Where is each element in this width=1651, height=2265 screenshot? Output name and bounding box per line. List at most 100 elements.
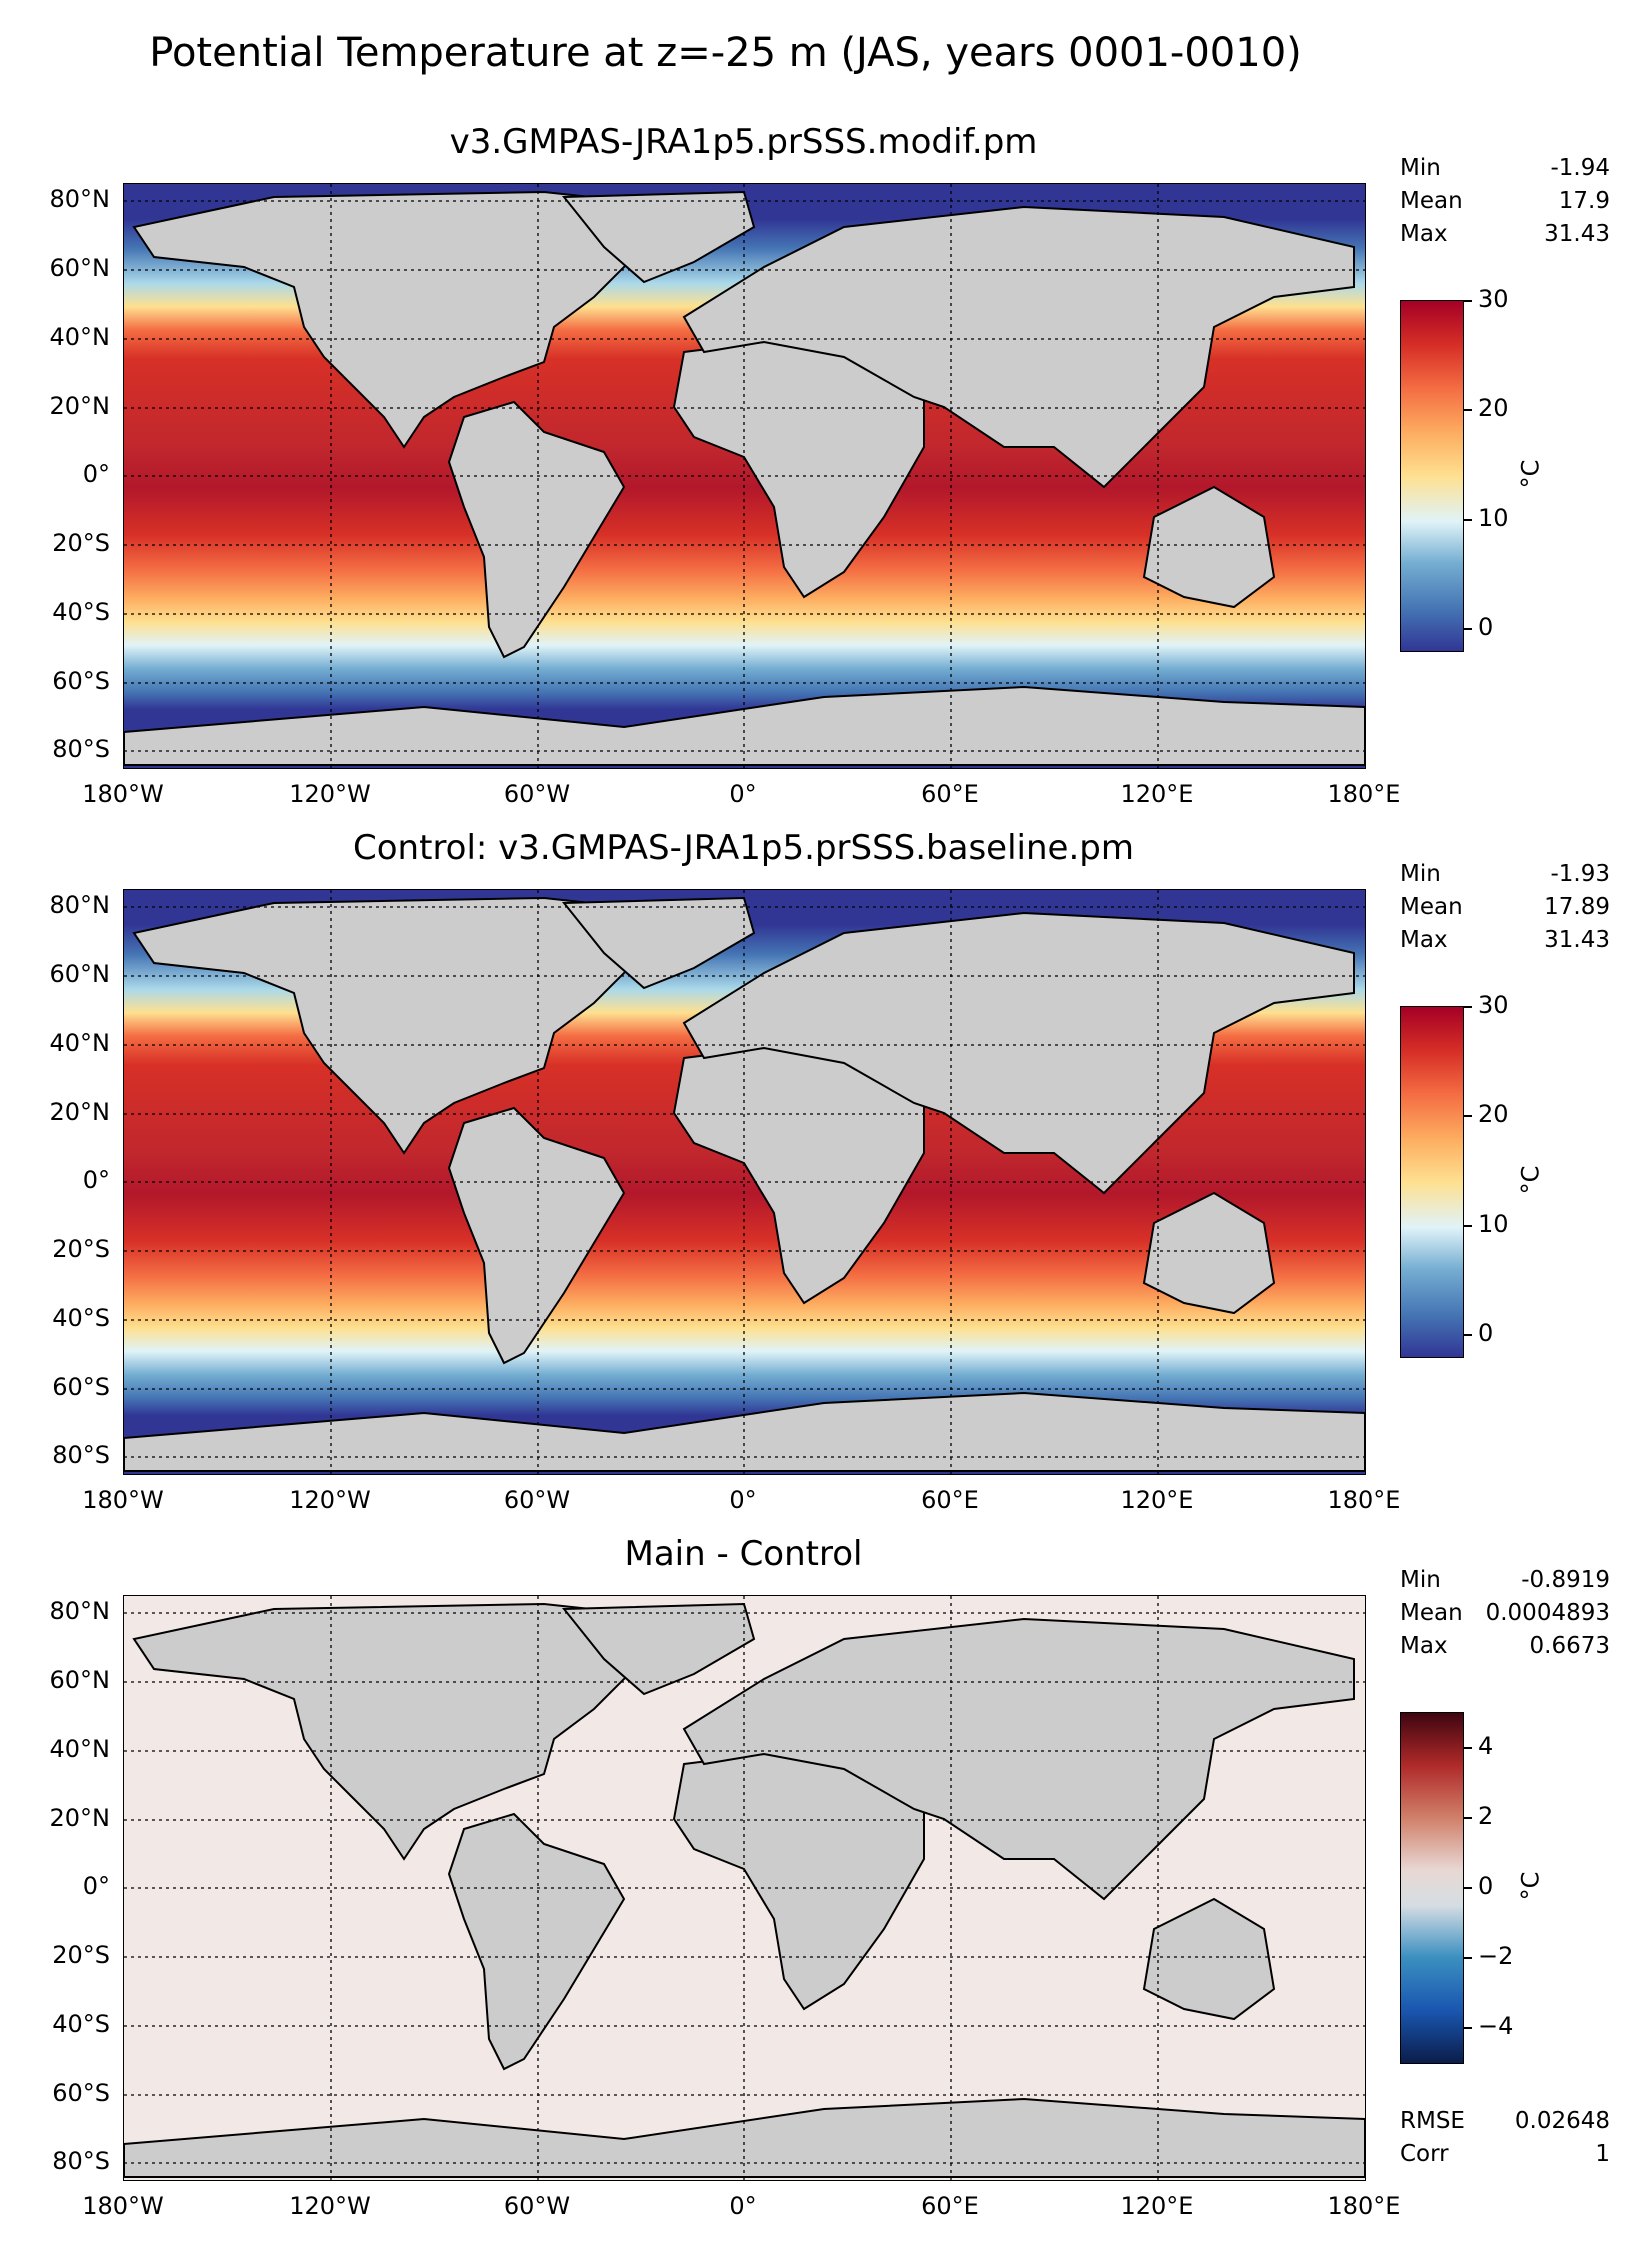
colorbar-tickmark	[1464, 409, 1472, 411]
stat-min-value: -1.93	[1550, 861, 1610, 887]
corr-label: Corr	[1400, 2141, 1449, 2167]
lon-label: 60°W	[503, 780, 571, 808]
lon-label: 60°E	[921, 1486, 979, 1514]
rmse-value: 0.02648	[1514, 2108, 1610, 2134]
lat-label: 20°S	[52, 529, 110, 557]
colorbar-tick: 4	[1478, 1732, 1494, 1760]
colorbar-tick: −2	[1478, 1942, 1514, 1970]
colorbar-unit: °C	[1516, 459, 1545, 489]
lat-label: 80°S	[52, 1441, 110, 1469]
panel-3-map	[123, 1595, 1366, 2181]
colorbar-tickmark	[1464, 519, 1472, 521]
colorbar-tick: 2	[1478, 1802, 1494, 1830]
lon-label: 120°E	[1120, 780, 1194, 808]
colorbar-tick: 30	[1478, 991, 1509, 1019]
lon-label: 180°E	[1327, 2192, 1401, 2220]
colorbar-tickmark	[1464, 2027, 1472, 2029]
colorbar-tick: −4	[1478, 2012, 1514, 2040]
lat-label: 40°N	[49, 323, 111, 351]
lon-label: 0°	[729, 1486, 757, 1514]
lat-label: 80°N	[49, 1597, 111, 1625]
colorbar-tickmark	[1464, 1957, 1472, 1959]
colorbar-2	[1400, 1006, 1464, 1358]
lat-label: 60°S	[52, 2079, 110, 2107]
stat-min-label: Min	[1400, 155, 1441, 181]
colorbar-tickmark	[1464, 1006, 1472, 1008]
lat-label: 40°S	[52, 598, 110, 626]
stat-mean-value: 17.89	[1544, 894, 1610, 920]
stat-min-label: Min	[1400, 861, 1441, 887]
stat-mean-label: Mean	[1400, 188, 1463, 214]
lat-label: 80°N	[49, 185, 111, 213]
lat-label: 0°	[82, 1872, 110, 1900]
stat-min-value: -0.8919	[1521, 1567, 1610, 1593]
stat-mean-label: Mean	[1400, 894, 1463, 920]
colorbar-unit: °C	[1516, 1165, 1545, 1195]
stat-mean-value: 17.9	[1558, 188, 1610, 214]
lon-label: 120°W	[289, 1486, 371, 1514]
colorbar-tick: 0	[1478, 1872, 1494, 1900]
lat-label: 0°	[82, 1166, 110, 1194]
colorbar-3	[1400, 1712, 1464, 2064]
lon-label: 60°W	[503, 1486, 571, 1514]
lon-label: 0°	[729, 2192, 757, 2220]
lat-label: 80°S	[52, 2147, 110, 2175]
lat-label: 20°N	[49, 1804, 111, 1832]
lat-label: 60°S	[52, 667, 110, 695]
lat-label: 60°S	[52, 1373, 110, 1401]
colorbar-tickmark	[1464, 1115, 1472, 1117]
lon-label: 180°E	[1327, 1486, 1401, 1514]
colorbar-tickmark	[1464, 628, 1472, 630]
colorbar-1	[1400, 300, 1464, 652]
stat-max-label: Max	[1400, 221, 1448, 247]
lat-label: 60°N	[49, 254, 111, 282]
rmse-label: RMSE	[1400, 2108, 1465, 2134]
colorbar-tick: 20	[1478, 394, 1509, 422]
lat-label: 40°N	[49, 1029, 111, 1057]
colorbar-tickmark	[1464, 1334, 1472, 1336]
colorbar-tick: 20	[1478, 1100, 1509, 1128]
colorbar-unit: °C	[1516, 1871, 1545, 1901]
stat-mean-label: Mean	[1400, 1600, 1463, 1626]
lon-label: 180°W	[82, 1486, 164, 1514]
stat-max-label: Max	[1400, 1633, 1448, 1659]
colorbar-tickmark	[1464, 1747, 1472, 1749]
lon-label: 60°E	[921, 780, 979, 808]
lon-label: 120°W	[289, 2192, 371, 2220]
stat-max-value: 31.43	[1544, 221, 1610, 247]
lon-label: 180°W	[82, 780, 164, 808]
figure-title: Potential Temperature at z=-25 m (JAS, y…	[149, 30, 1302, 76]
panel-1-title: v3.GMPAS-JRA1p5.prSSS.modif.pm	[449, 122, 1038, 162]
lon-label: 120°E	[1120, 1486, 1194, 1514]
stat-min-label: Min	[1400, 1567, 1441, 1593]
stat-max-value: 31.43	[1544, 927, 1610, 953]
colorbar-tick: 0	[1478, 1319, 1494, 1347]
lat-label: 60°N	[49, 960, 111, 988]
colorbar-tickmark	[1464, 1817, 1472, 1819]
stat-max-label: Max	[1400, 927, 1448, 953]
lat-label: 40°N	[49, 1735, 111, 1763]
lon-label: 180°W	[82, 2192, 164, 2220]
colorbar-tick: 10	[1478, 1210, 1509, 1238]
lat-label: 80°N	[49, 891, 111, 919]
lat-label: 0°	[82, 460, 110, 488]
panel-1-map	[123, 183, 1366, 769]
colorbar-tickmark	[1464, 300, 1472, 302]
lat-label: 40°S	[52, 2010, 110, 2038]
lat-label: 60°N	[49, 1666, 111, 1694]
lon-label: 60°E	[921, 2192, 979, 2220]
panel-3-title: Main - Control	[624, 1534, 863, 1574]
lat-label: 20°S	[52, 1235, 110, 1263]
lon-label: 120°E	[1120, 2192, 1194, 2220]
colorbar-tick: 10	[1478, 504, 1509, 532]
stat-max-value: 0.6673	[1529, 1633, 1610, 1659]
stat-mean-value: 0.0004893	[1485, 1600, 1610, 1626]
lat-label: 20°S	[52, 1941, 110, 1969]
colorbar-tick: 0	[1478, 613, 1494, 641]
lat-label: 80°S	[52, 735, 110, 763]
colorbar-tick: 30	[1478, 285, 1509, 313]
stat-min-value: -1.94	[1550, 155, 1610, 181]
lon-label: 120°W	[289, 780, 371, 808]
lat-label: 40°S	[52, 1304, 110, 1332]
lon-label: 0°	[729, 780, 757, 808]
